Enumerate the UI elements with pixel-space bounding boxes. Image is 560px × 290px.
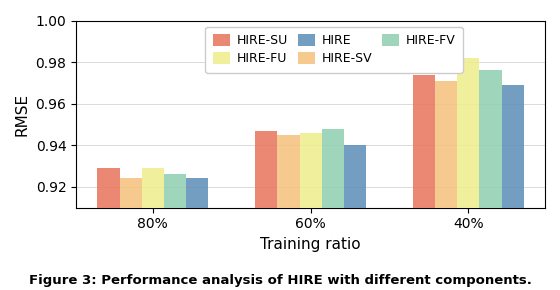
Bar [142,168,164,290]
X-axis label: Training ratio: Training ratio [260,237,361,252]
Bar [186,178,208,290]
Bar [300,133,321,290]
Bar [277,135,300,290]
Bar [97,168,120,290]
Bar [458,58,479,290]
Bar [413,75,435,290]
Y-axis label: RMSE: RMSE [15,93,30,135]
Bar [479,70,502,290]
Bar [164,174,186,290]
Bar [344,145,366,290]
Bar [321,128,344,290]
Bar [255,130,277,290]
Bar [120,178,142,290]
Bar [502,85,524,290]
Bar [435,81,458,290]
Text: Figure 3: Performance analysis of HIRE with different components.: Figure 3: Performance analysis of HIRE w… [29,274,531,287]
Legend: HIRE-SU, HIRE-FU, HIRE, HIRE-SV, HIRE-FV: HIRE-SU, HIRE-FU, HIRE, HIRE-SV, HIRE-FV [205,27,463,73]
